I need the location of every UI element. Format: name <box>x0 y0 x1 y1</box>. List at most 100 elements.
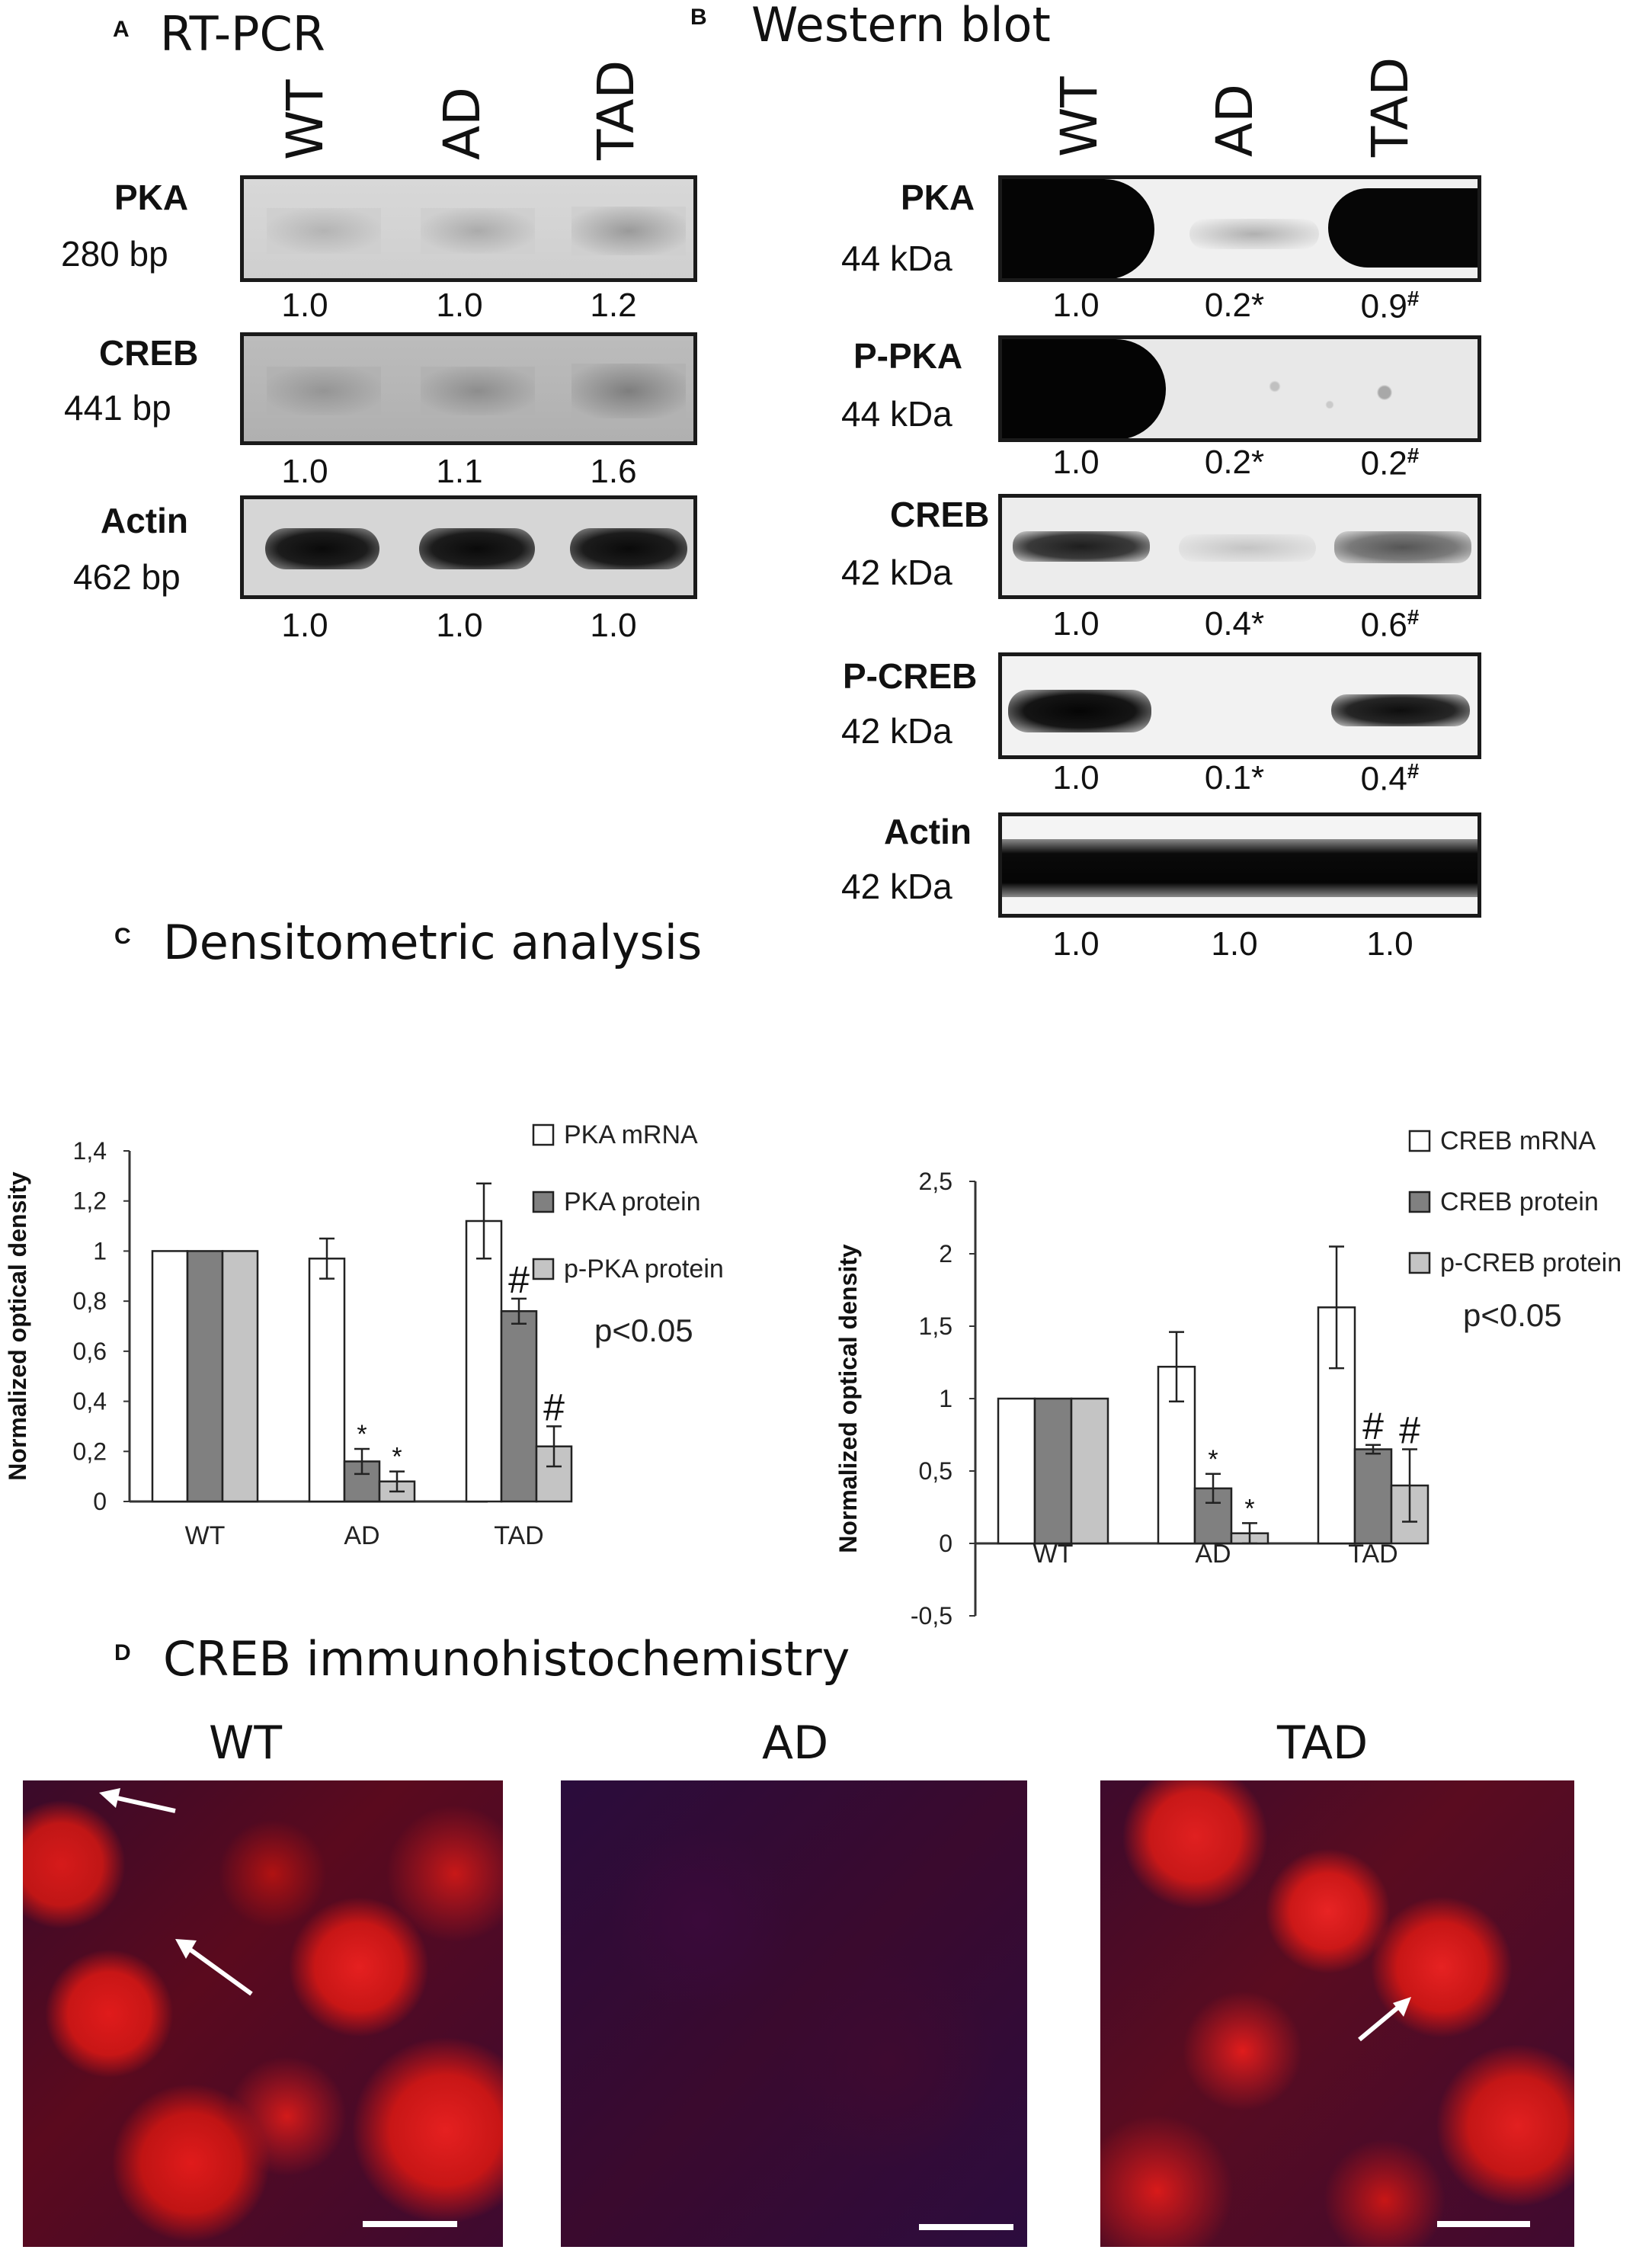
arrowhead-tad-1 <box>1393 1997 1411 2017</box>
panel-b-row-pka-value-wt: 1.0 <box>1052 287 1100 324</box>
panel-b-row-pcreb-value-tad-text: 0.4 <box>1360 760 1407 798</box>
panel-b-row-pcreb-size: 42 kDa <box>841 711 952 751</box>
panel-a-row-pka-size: 280 bp <box>61 234 168 274</box>
panel-b-row-ppka-value-ad: 0.2* <box>1204 444 1265 481</box>
panel-a-row-actin-value-tad: 1.0 <box>590 607 637 644</box>
panel-b-row-actin-value-ad: 1.0 <box>1211 925 1258 963</box>
panel-a-row-pka-name: PKA <box>114 178 189 217</box>
panel-a-row-pka-value-tad: 1.2 <box>590 287 637 324</box>
chart-0-ytick-label-1: 0,2 <box>73 1437 107 1465</box>
panel-b-lane-tad: TAD <box>1361 56 1420 157</box>
rtpcr-blot-pka <box>240 175 697 282</box>
chart-0-bar-0-0 <box>151 1250 189 1503</box>
chart-0-mark-2-2: # <box>543 1386 565 1428</box>
western-blot-creb <box>998 494 1481 599</box>
panel-a-lane-tad: TAD <box>587 59 645 160</box>
panel-b-row-creb-size: 42 kDa <box>841 553 952 592</box>
micrograph-label-wt: WT <box>209 1716 282 1770</box>
panel-c-title: Densitometric analysis <box>163 915 703 970</box>
chart-1-legend-swatch-1 <box>1408 1191 1431 1213</box>
panel-b-row-ppka-name: P-PKA <box>853 336 963 376</box>
panel-b-row-creb-value-tad: 0.6# <box>1314 605 1466 645</box>
panel-b-row-pcreb-value-wt: 1.0 <box>1052 759 1100 796</box>
chart-1-bar-0-1 <box>1033 1397 1073 1545</box>
chart-creb-svg: -0,5 0 0,5 1 1,5 2 2,5 Normalized optical densi… <box>834 1126 1622 1630</box>
panel-b-lane-ad: AD <box>1205 84 1264 157</box>
panel-a-row-actin-name: Actin <box>101 501 188 540</box>
chart-0-category-0: WT <box>185 1521 226 1550</box>
chart-0-bar-2-0 <box>465 1219 503 1503</box>
chart-0-mark-2-1: # <box>508 1258 530 1301</box>
chart-pka-svg: 0 0,2 0,4 0,6 0,8 1 1,2 1,4 Normalized optical d… <box>4 1120 724 1550</box>
western-blot-pka <box>998 175 1481 282</box>
panel-a-row-creb-value-tad: 1.6 <box>590 453 637 490</box>
panel-b-lane-wt: WT <box>1050 76 1109 157</box>
chart-1-ylabel: Normalized optical density <box>834 1244 862 1553</box>
chart-0-ytick-label-7: 1,4 <box>73 1137 107 1165</box>
panel-d-letter: D <box>114 1640 131 1665</box>
micrograph-wt <box>23 1780 503 2247</box>
panel-b-row-creb-value-wt: 1.0 <box>1052 605 1100 643</box>
panel-b-row-pka-value-tad-text: 0.9 <box>1360 287 1407 325</box>
chart-1-ytick-label-6: 2,5 <box>919 1168 952 1195</box>
panel-b-row-ppka-value-tad-text: 0.2 <box>1360 444 1407 482</box>
panel-b-row-creb-mark-tad: # <box>1407 605 1420 629</box>
panel-b-row-pka-mark-tad: # <box>1407 287 1420 310</box>
panel-b-row-pcreb-value-ad: 0.1* <box>1204 759 1265 796</box>
micrograph-tad <box>1100 1780 1574 2247</box>
chart-0-legend-label-2: p-PKA protein <box>564 1255 724 1284</box>
chart-0-bar-2-1 <box>500 1310 538 1503</box>
chart-pka: 0 0,2 0,4 0,6 0,8 1 1,2 1,4 Normalized optical d… <box>0 1059 792 1616</box>
micrograph-ad <box>561 1780 1027 2247</box>
chart-1-ytick-label-5: 2 <box>939 1240 952 1268</box>
chart-1-category-0: WT <box>1033 1540 1074 1569</box>
chart-0-category-1: AD <box>344 1521 379 1550</box>
panel-b-row-pka-value-ad: 0.2* <box>1204 287 1265 324</box>
chart-1-category-2: TAD <box>1348 1540 1397 1569</box>
western-blot-p-creb <box>998 652 1481 759</box>
chart-0-ytick-label-6: 1,2 <box>73 1187 107 1215</box>
panel-a-row-pka-value-wt: 1.0 <box>281 287 328 324</box>
micrograph-ad-overlay <box>919 2224 1013 2230</box>
chart-0-ylabel: Normalized optical density <box>4 1171 31 1481</box>
chart-1-ytick-label-0: -0,5 <box>911 1602 952 1630</box>
panel-b-row-actin-value-wt: 1.0 <box>1052 925 1100 963</box>
panel-a-row-actin-value-wt: 1.0 <box>281 607 328 644</box>
panel-b-letter: B <box>690 5 707 30</box>
chart-0-ytick-label-4: 0,8 <box>73 1287 107 1315</box>
micrograph-tad-overlay <box>1358 1997 1530 2227</box>
chart-0-bar-0-1 <box>186 1250 224 1503</box>
chart-0-legend-swatch-1 <box>532 1191 555 1213</box>
arrowhead-wt-1 <box>99 1788 120 1808</box>
panel-b-row-ppka-value-tad: 0.2# <box>1314 444 1466 483</box>
panel-b-row-actin-value-tad: 1.0 <box>1366 925 1413 963</box>
panel-b-row-pka-size: 44 kDa <box>841 239 952 278</box>
chart-1-legend-label-2: p-CREB protein <box>1440 1248 1622 1277</box>
chart-1-ytick-label-3: 1 <box>939 1385 952 1412</box>
panel-b-row-creb-value-tad-text: 0.6 <box>1360 606 1407 644</box>
chart-1-mark-1-1: * <box>1208 1445 1218 1474</box>
chart-0-mark-1-1: * <box>357 1420 367 1449</box>
chart-1-ytick-label-1: 0 <box>939 1530 952 1557</box>
chart-1-mark-2-1: # <box>1362 1405 1384 1447</box>
chart-0-legend-label-0: PKA mRNA <box>564 1120 698 1149</box>
panel-b-title: Western blot <box>751 0 1051 53</box>
chart-1-legend-label-1: CREB protein <box>1440 1187 1599 1216</box>
rtpcr-blot-actin <box>240 495 697 599</box>
western-blot-actin <box>998 812 1481 918</box>
panel-a-title: RT-PCR <box>160 6 325 62</box>
chart-1-legend-swatch-0 <box>1408 1130 1431 1152</box>
chart-0-mark-1-2: * <box>392 1443 402 1472</box>
chart-0-ytick-label-5: 1 <box>93 1237 107 1264</box>
chart-0-legend-label-1: PKA protein <box>564 1187 701 1216</box>
chart-1-legend-label-0: CREB mRNA <box>1440 1126 1596 1155</box>
panel-b-row-ppka-mark-tad: # <box>1407 444 1420 467</box>
chart-1-ytick-label-4: 1,5 <box>919 1312 952 1340</box>
panel-b-row-pka-value-tad: 0.9# <box>1314 287 1466 326</box>
chart-0-annotation: p<0.05 <box>594 1312 693 1348</box>
panel-b-row-actin-name: Actin <box>884 812 972 851</box>
micrograph-label-tad: TAD <box>1277 1716 1369 1770</box>
panel-a-row-creb-value-ad: 1.1 <box>436 453 483 490</box>
chart-creb: -0,5 0 0,5 1 1,5 2 2,5 Normalized optical densi… <box>831 1067 1652 1646</box>
chart-0-category-2: TAD <box>494 1521 543 1550</box>
